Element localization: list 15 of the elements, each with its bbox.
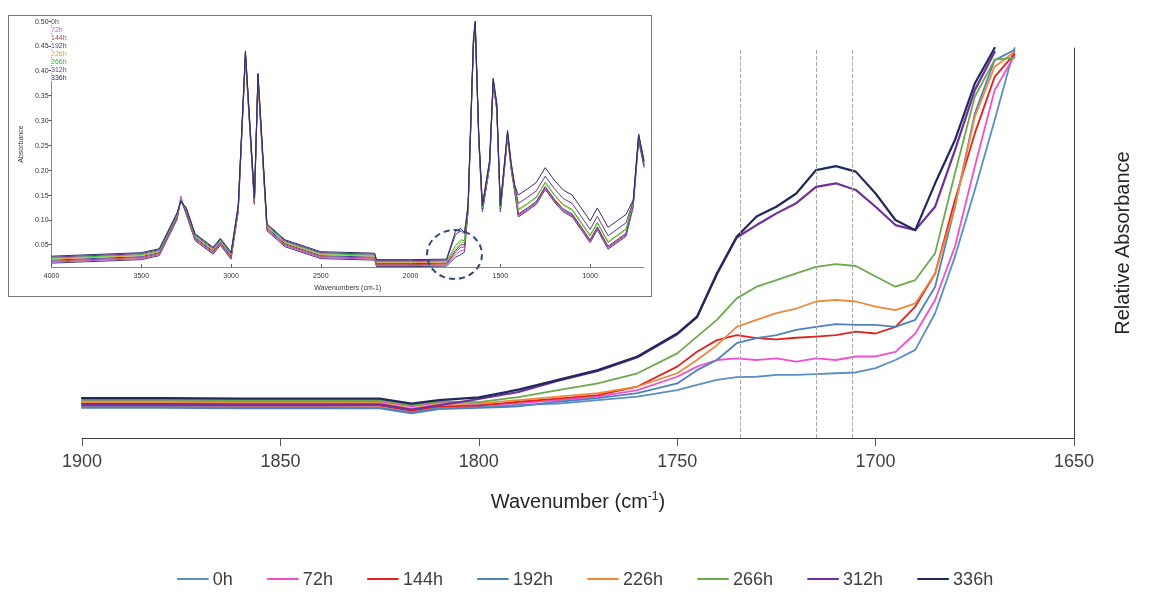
legend-label: 336h xyxy=(953,569,994,589)
legend-label: 226h xyxy=(622,569,664,589)
x-tick-label: 1800 xyxy=(458,451,499,471)
legend-label: 266h xyxy=(733,569,774,589)
x-tick-label: 1650 xyxy=(1053,451,1095,471)
legend-label: 144h xyxy=(402,569,443,589)
legend-label: 312h xyxy=(843,569,884,589)
legend-label: 0h xyxy=(212,569,233,589)
x-tick-label: 1750 xyxy=(657,451,698,471)
x-tick-label: 1850 xyxy=(260,451,301,471)
legend-label: 192h xyxy=(512,569,553,589)
x-tick-label: 1700 xyxy=(855,451,896,471)
y-axis-title: Relative Absorbance xyxy=(1111,151,1133,335)
x-tick-label: 1900 xyxy=(61,451,103,471)
legend-label: 72h xyxy=(302,569,333,589)
